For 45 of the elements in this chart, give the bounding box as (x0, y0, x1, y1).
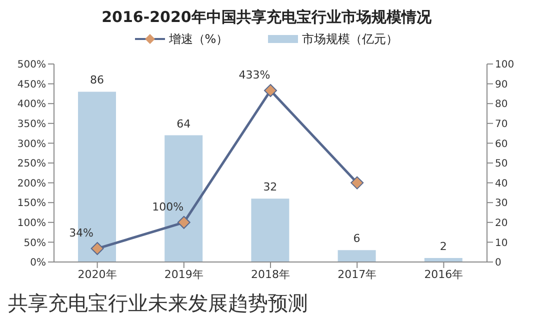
data-label: 64 (176, 117, 191, 130)
y-tick-label: 250% (17, 158, 46, 170)
y-tick-label: 150% (17, 198, 46, 210)
y-tick-label: 50% (24, 238, 46, 249)
data-label: 433% (238, 68, 270, 82)
y2-tick-label: 70 (495, 118, 508, 130)
y-tick-label: 100% (17, 218, 46, 229)
x-tick-label: 2016年 (424, 268, 464, 281)
y2-tick-label: 30 (495, 198, 508, 210)
x-tick-label: 2017年 (338, 268, 377, 281)
y-tick-label: 350% (17, 118, 46, 130)
text: 共享充电宝行业未来发展趋势预测 (8, 290, 309, 317)
data-label: 86 (90, 74, 104, 87)
legend-label: 增速（%） (168, 30, 228, 48)
data-label: 32 (263, 180, 278, 194)
point (90, 242, 104, 256)
y2-tick-label: 50 (495, 158, 508, 170)
y-tick-label: 300% (17, 138, 46, 150)
data-label: 6 (353, 232, 360, 246)
x-tick-label: 2018年 (251, 268, 290, 281)
bar (338, 250, 376, 262)
y-tick-label: 500% (17, 60, 46, 71)
y2-tick-label: 40 (495, 178, 508, 190)
point (350, 176, 364, 190)
y-tick-label: 0% (30, 258, 46, 269)
y-tick-label: 400% (17, 99, 46, 110)
y2-tick-label: 10 (495, 238, 508, 249)
y2-tick-label: 60 (495, 138, 508, 150)
legend-label: 市场规模（亿元） (302, 30, 398, 48)
data-label: 2 (440, 240, 447, 254)
y2-tick-label: 90 (495, 79, 508, 90)
y2-tick-label: 80 (495, 99, 508, 110)
point (177, 216, 190, 229)
bar (251, 198, 290, 262)
y2-tick-label: 0 (495, 258, 502, 269)
chart-title: 2016-2020年中国共享充电宝行业市场规模情况 (100, 8, 432, 28)
y2-tick-label: 100 (495, 60, 514, 71)
x-tick-label: 2019年 (164, 268, 204, 281)
data-label: 34% (69, 226, 94, 240)
y-tick-label: 200% (17, 178, 46, 190)
y-tick-label: 450% (17, 79, 46, 90)
data-label: 100% (152, 200, 184, 214)
x-tick-label: 2020年 (78, 268, 117, 281)
point (264, 84, 277, 98)
y2-tick-label: 20 (495, 218, 508, 229)
